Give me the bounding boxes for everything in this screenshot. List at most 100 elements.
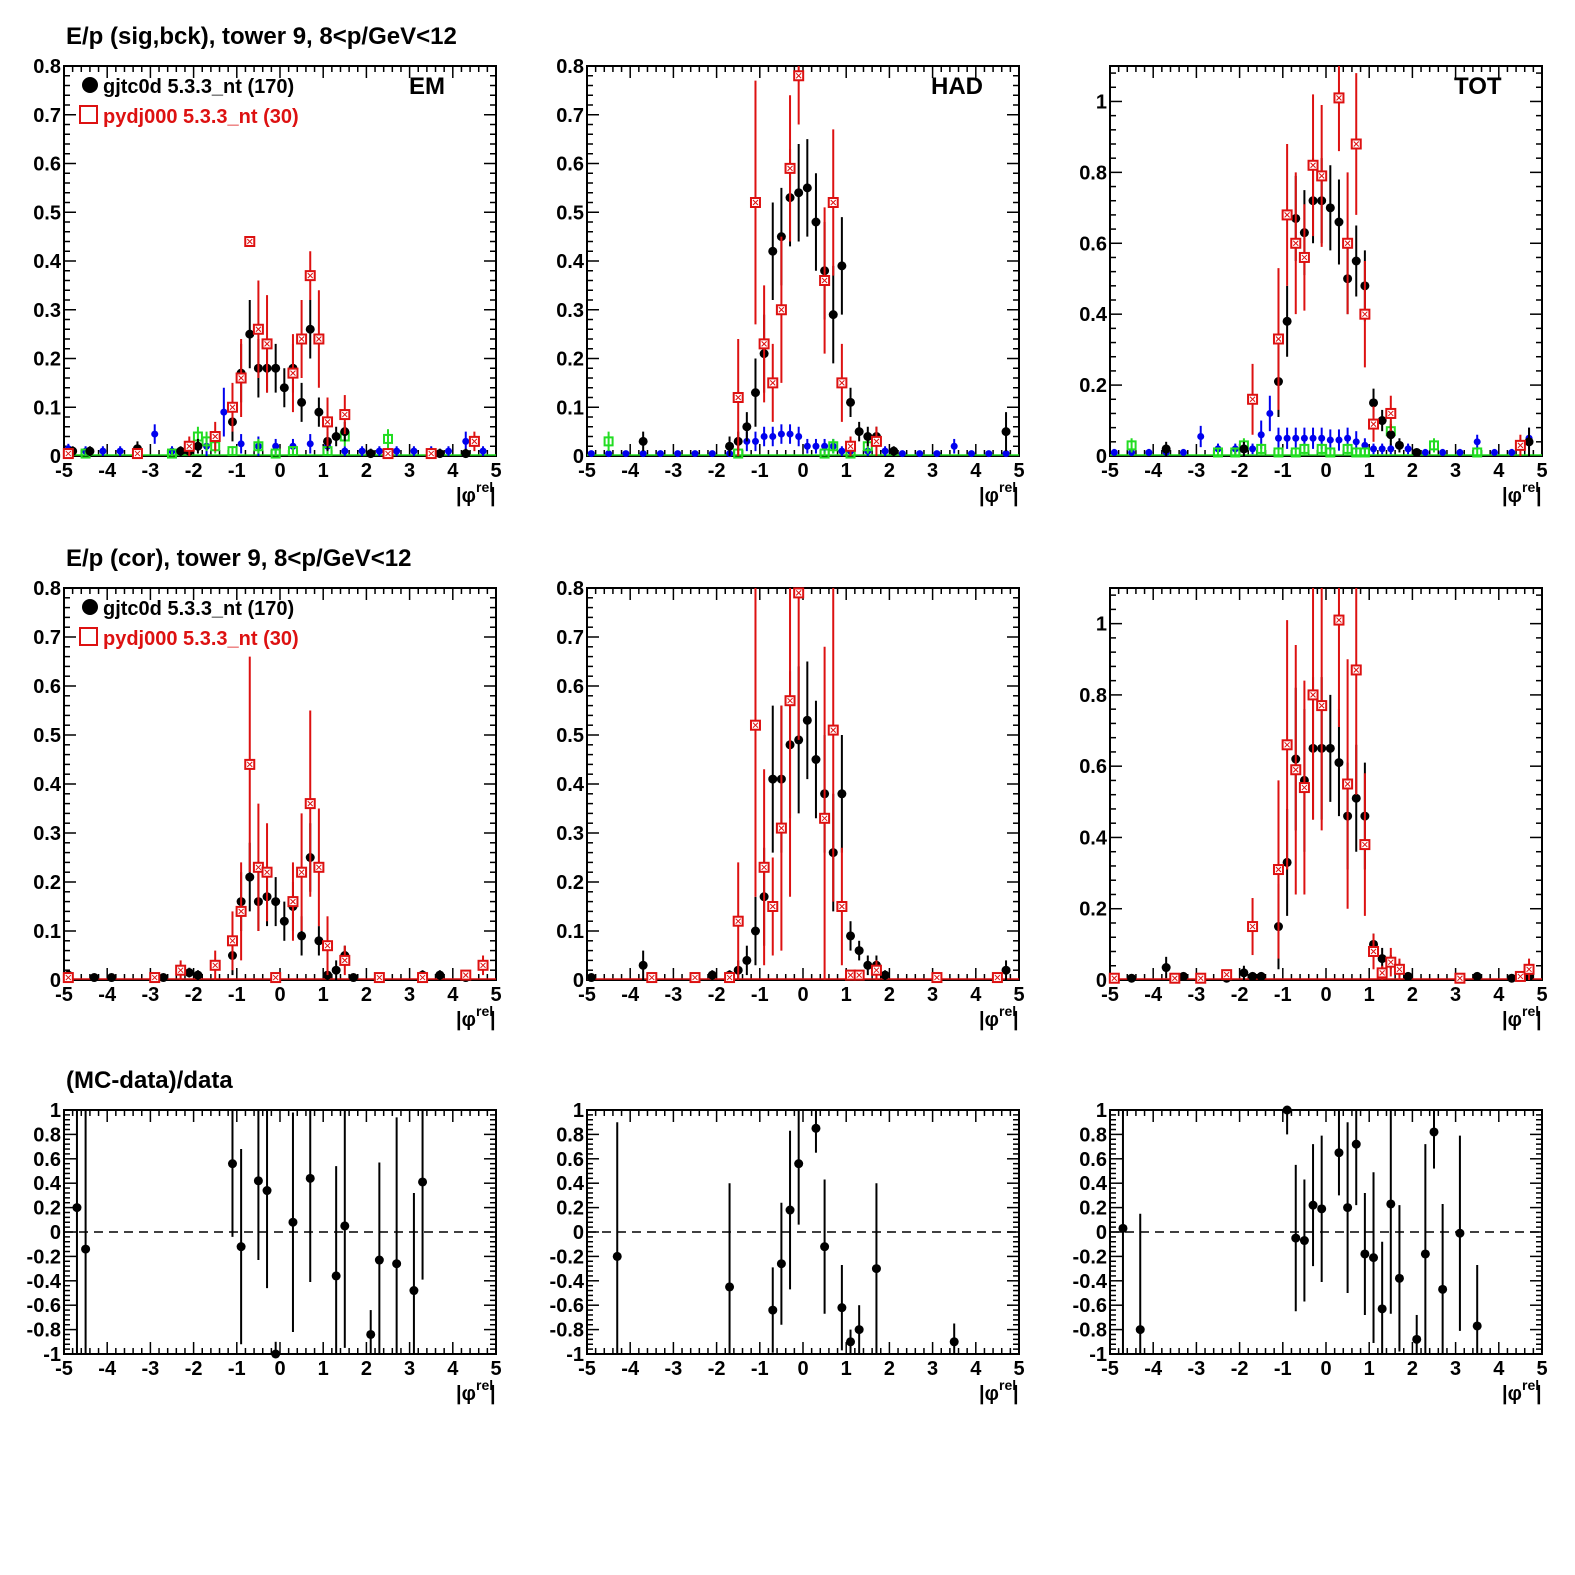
data-point bbox=[1145, 448, 1153, 456]
data-point-cross bbox=[1336, 617, 1342, 623]
x-tick-label: 1 bbox=[1364, 1358, 1375, 1380]
data-point bbox=[1524, 437, 1534, 447]
data-point bbox=[1507, 973, 1517, 983]
data-point-cross bbox=[1517, 973, 1524, 980]
data-point bbox=[1360, 1249, 1370, 1259]
data-point bbox=[462, 437, 470, 445]
y-tick-label: -0.4 bbox=[27, 1271, 62, 1293]
data-point bbox=[341, 447, 349, 455]
panel-row3-tot: -5 -4 -3 -2 -1 0 1 2 3 4 5-1-0.8-0.6-0.4-0.200.20.… bbox=[1073, 1100, 1548, 1405]
legend-row2: gjtc0d 5.3.3_nt (170) pydj000 5.3.3_nt (… bbox=[79, 598, 299, 650]
data-point bbox=[1490, 448, 1498, 456]
data-point-cross bbox=[316, 864, 322, 871]
x-tick-label: -2 bbox=[185, 1358, 203, 1380]
data-point bbox=[1369, 1253, 1379, 1263]
data-point bbox=[1369, 398, 1379, 408]
data-point bbox=[1326, 436, 1334, 444]
y-tick-label: -1 bbox=[1089, 1344, 1107, 1366]
x-axis-label: |φ bbox=[979, 1383, 999, 1405]
legend-data-label: gjtc0d 5.3.3_nt (170) bbox=[103, 76, 294, 98]
x-tick-label: 2 bbox=[361, 460, 372, 482]
data-point-cross bbox=[1292, 240, 1299, 247]
data-point-cross bbox=[856, 972, 863, 978]
x-tick-label: 1 bbox=[841, 460, 852, 482]
data-point bbox=[167, 448, 177, 459]
x-tick-label: -3 bbox=[142, 1358, 160, 1380]
data-point bbox=[340, 1221, 350, 1231]
y-tick-label: 0.6 bbox=[1079, 1149, 1107, 1171]
data-point bbox=[279, 916, 289, 926]
panel-label-em: EM bbox=[409, 73, 445, 100]
data-point bbox=[288, 1217, 298, 1227]
data-point bbox=[707, 970, 717, 980]
x-tick-label: 3 bbox=[404, 984, 415, 1006]
y-tick-label: 0.6 bbox=[556, 1149, 584, 1171]
x-axis-label-sup: rel bbox=[476, 1003, 493, 1019]
y-tick-label: -0.6 bbox=[1073, 1295, 1107, 1317]
data-point bbox=[374, 1255, 384, 1265]
data-point-cross bbox=[1292, 766, 1299, 773]
y-tick-label: 0.2 bbox=[33, 349, 61, 371]
data-point bbox=[287, 446, 298, 457]
x-tick-label: 4 bbox=[1493, 1358, 1505, 1380]
data-point bbox=[1325, 203, 1335, 213]
data-point bbox=[889, 446, 899, 456]
data-point-cross bbox=[1171, 975, 1178, 982]
data-point bbox=[375, 447, 383, 455]
y-tick-label: 0.8 bbox=[556, 1124, 584, 1146]
data-point-cross bbox=[272, 974, 279, 981]
x-tick-label: -5 bbox=[1101, 460, 1119, 482]
data-point bbox=[828, 441, 839, 452]
data-point-cross bbox=[692, 974, 698, 981]
x-axis-label: |φ bbox=[1502, 1383, 1522, 1405]
panel-row3-had: -5 -4 -3 -2 -1 0 1 2 3 4 5-1-0.8-0.6-0.4-0.200.20.… bbox=[550, 1100, 1025, 1405]
data-point bbox=[306, 440, 314, 448]
data-point bbox=[72, 1203, 82, 1213]
x-tick-label: 0 bbox=[1320, 984, 1331, 1006]
x-tick-label: -5 bbox=[55, 984, 73, 1006]
data-point-cross bbox=[1318, 702, 1325, 709]
panel-row2-had: -5 -4 -3 -2 -1 0 1 2 3 4 5 0 0.1 0.2 0.3 0.4 0.5 0.6 0.7 0.… bbox=[556, 578, 1024, 1031]
panel-label-tot: TOT bbox=[1454, 73, 1502, 100]
x-tick-label: -3 bbox=[665, 460, 683, 482]
data-point-cross bbox=[752, 199, 759, 206]
x-tick-label: -4 bbox=[98, 984, 117, 1006]
x-axis-label: |φ bbox=[979, 1009, 999, 1031]
data-point bbox=[1472, 971, 1482, 981]
y-tick-label: 0.4 bbox=[33, 774, 62, 796]
data-point-cross bbox=[1223, 971, 1230, 978]
data-point-cross bbox=[839, 903, 845, 910]
data-point-cross bbox=[1275, 336, 1282, 342]
data-point bbox=[751, 437, 759, 445]
data-point bbox=[587, 450, 595, 458]
x-tick-label: 3 bbox=[1450, 984, 1461, 1006]
data-point bbox=[605, 450, 613, 458]
data-point bbox=[305, 1173, 315, 1183]
data-point-cross bbox=[1111, 975, 1118, 982]
data-point-cross bbox=[1379, 970, 1386, 976]
y-tick-label: 0.7 bbox=[556, 627, 584, 649]
y-tick-label: 0.8 bbox=[556, 56, 584, 78]
x-tick-label: 5 bbox=[490, 460, 501, 482]
x-tick-label: -5 bbox=[1101, 984, 1119, 1006]
y-tick-label: 0.8 bbox=[33, 56, 61, 78]
data-point bbox=[811, 217, 821, 227]
x-tick-label: 5 bbox=[490, 1358, 501, 1380]
x-tick-label: 3 bbox=[927, 1358, 938, 1380]
data-point bbox=[1179, 448, 1187, 456]
y-tick-label: 0.3 bbox=[556, 300, 584, 322]
data-point bbox=[383, 433, 393, 444]
data-point bbox=[837, 789, 847, 799]
data-point bbox=[1456, 448, 1464, 456]
x-tick-label: 3 bbox=[927, 984, 938, 1006]
data-point bbox=[461, 449, 471, 459]
x-tick-label: 5 bbox=[1013, 1358, 1024, 1380]
data-point-cross bbox=[212, 962, 219, 969]
series-mc bbox=[62, 236, 480, 460]
data-point bbox=[1299, 1236, 1309, 1246]
data-point bbox=[1386, 430, 1396, 440]
data-point bbox=[409, 1286, 419, 1296]
data-point-cross bbox=[316, 336, 322, 342]
x-tick-label: -1 bbox=[228, 460, 246, 482]
